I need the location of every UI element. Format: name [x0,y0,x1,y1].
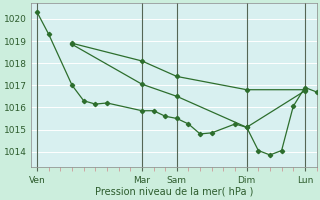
X-axis label: Pression niveau de la mer( hPa ): Pression niveau de la mer( hPa ) [95,187,253,197]
